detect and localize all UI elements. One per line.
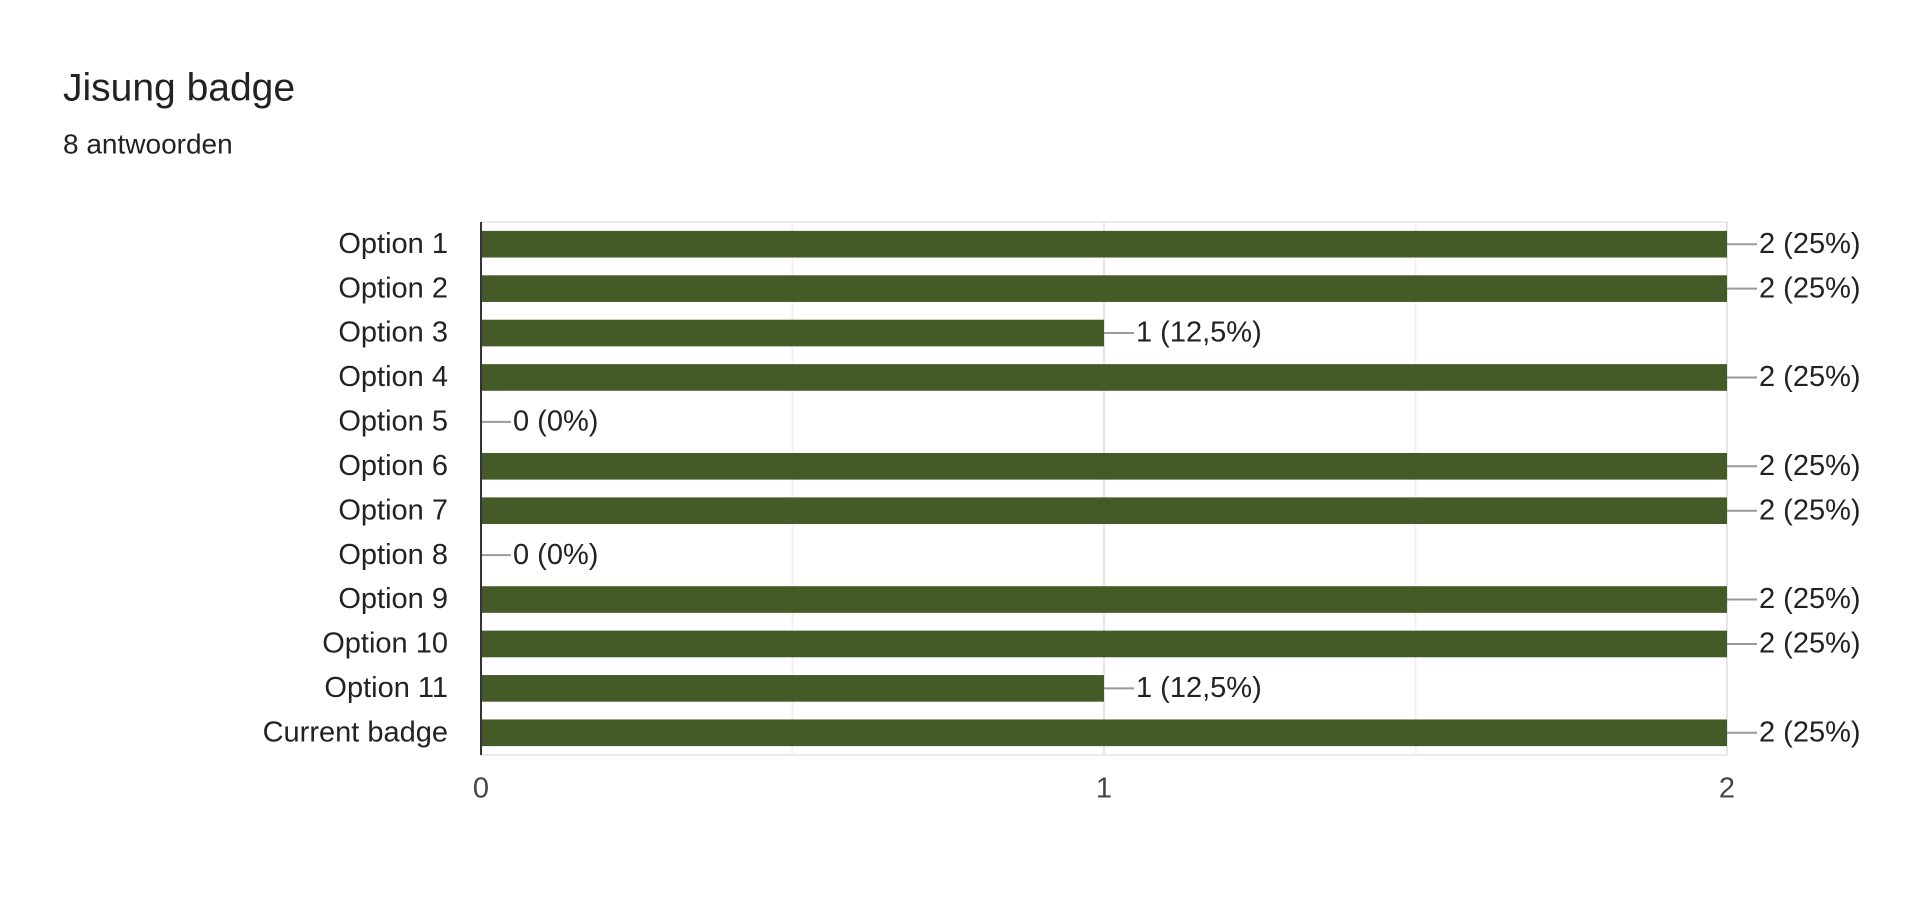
value-label: 2 (25%)	[1759, 716, 1861, 748]
value-label: 2 (25%)	[1759, 494, 1861, 526]
y-tick-label: Option 3	[338, 317, 448, 349]
bar	[481, 675, 1104, 702]
bar	[481, 452, 1727, 480]
y-tick-label: Option 5	[338, 406, 448, 438]
y-tick-label: Option 9	[338, 583, 448, 615]
bar	[481, 497, 1727, 525]
y-tick-label: Option 10	[322, 628, 448, 660]
x-tick-label: 0	[473, 773, 489, 805]
x-tick-label: 2	[1719, 773, 1735, 805]
bar	[481, 364, 1727, 391]
x-tick-label: 1	[1096, 773, 1112, 805]
value-label: 2 (25%)	[1759, 272, 1861, 304]
value-label: 2 (25%)	[1759, 583, 1861, 615]
value-label: 0 (0%)	[513, 539, 598, 571]
chart-title: Jisung badge	[63, 66, 295, 109]
value-label: 2 (25%)	[1759, 361, 1861, 393]
y-tick-label: Option 6	[338, 450, 448, 482]
bar	[481, 586, 1727, 613]
y-tick-label: Option 1	[338, 228, 448, 260]
bar	[481, 319, 1104, 347]
value-label: 2 (25%)	[1759, 628, 1861, 660]
y-tick-label: Option 11	[324, 672, 448, 704]
bar	[481, 275, 1727, 302]
y-tick-label: Current badge	[263, 716, 448, 748]
bar	[481, 630, 1727, 658]
bar	[481, 719, 1727, 747]
value-label: 2 (25%)	[1759, 228, 1861, 260]
y-tick-label: Option 4	[338, 361, 448, 393]
bar	[481, 230, 1727, 258]
value-label: 1 (12,5%)	[1136, 672, 1262, 704]
value-label: 1 (12,5%)	[1136, 317, 1262, 349]
y-tick-label: Option 7	[338, 494, 448, 526]
y-tick-label: Option 8	[338, 539, 448, 571]
y-tick-label: Option 2	[338, 272, 448, 304]
chart-subtitle: 8 antwoorden	[63, 128, 233, 159]
value-label: 2 (25%)	[1759, 450, 1861, 482]
value-label: 0 (0%)	[513, 406, 598, 438]
